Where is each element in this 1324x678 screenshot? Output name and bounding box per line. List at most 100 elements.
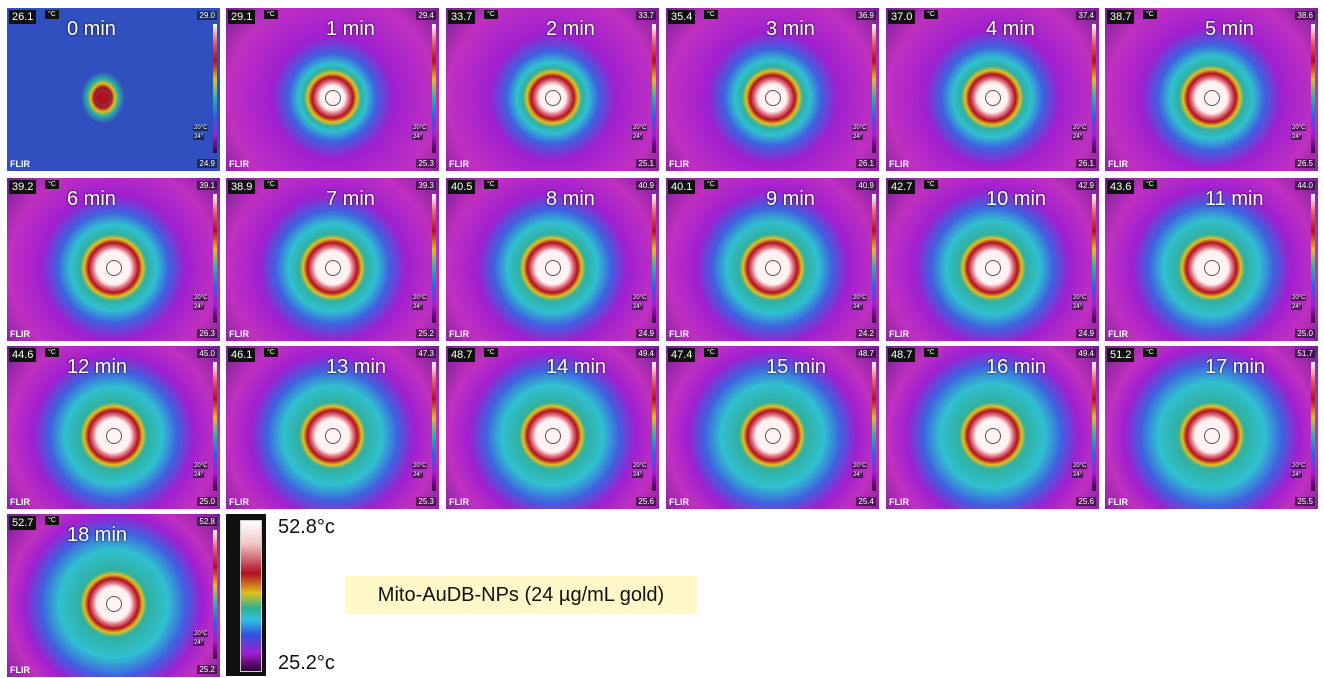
spot-temp: 42.7 <box>888 180 915 194</box>
setting: 24° <box>1291 472 1302 478</box>
spot-temp: 35.4 <box>668 10 695 24</box>
unit: °C <box>704 10 718 19</box>
scale-min: 26.3 <box>197 329 217 338</box>
mini-color-bar <box>432 24 436 153</box>
time-label: 9 min <box>766 188 815 211</box>
time-label: 13 min <box>326 356 386 379</box>
time-label: 0 min <box>67 18 116 41</box>
crosshair <box>545 260 561 276</box>
scale-min: 24.9 <box>636 329 656 338</box>
setting: 20°C <box>632 295 647 301</box>
setting: 20°C <box>852 125 867 131</box>
scale-min: 25.3 <box>416 497 436 506</box>
setting: 20°C <box>193 631 208 637</box>
scale-max: 40.9 <box>636 181 656 190</box>
time-label: 16 min <box>986 356 1046 379</box>
spot-temp: 29.1 <box>228 10 255 24</box>
mini-color-bar <box>213 530 217 659</box>
scale-max: 44.0 <box>1295 181 1315 190</box>
setting: 20°C <box>1072 125 1087 131</box>
setting: 20°C <box>412 295 427 301</box>
time-label: 7 min <box>326 188 375 211</box>
scale-max: 52.8°c <box>278 516 335 539</box>
setting: 20°C <box>1291 295 1306 301</box>
time-label: 18 min <box>67 524 127 547</box>
spot-temp: 48.7 <box>888 348 915 362</box>
brand: FLIR <box>1108 159 1128 169</box>
setting: 20°C <box>412 463 427 469</box>
setting: 20°C <box>1072 463 1087 469</box>
crosshair <box>765 260 781 276</box>
scale-max: 39.1 <box>197 181 217 190</box>
crosshair <box>106 596 122 612</box>
time-label: 1 min <box>326 18 375 41</box>
unit: °C <box>264 180 278 189</box>
scale-min: 26.1 <box>1076 159 1096 168</box>
setting: 20°C <box>1072 295 1087 301</box>
unit: °C <box>45 10 59 19</box>
unit: °C <box>45 180 59 189</box>
color-scale <box>226 514 266 676</box>
spot-temp: 33.7 <box>448 10 475 24</box>
setting: 24° <box>412 134 423 140</box>
spot-temp: 38.7 <box>1107 10 1134 24</box>
scale-max: 45.0 <box>197 349 217 358</box>
spot-temp: 47.4 <box>668 348 695 362</box>
setting: 20°C <box>1291 125 1306 131</box>
setting: 24° <box>412 304 423 310</box>
crosshair <box>325 260 341 276</box>
unit: °C <box>484 10 498 19</box>
spot-temp: 43.6 <box>1107 180 1134 194</box>
mini-color-bar <box>652 362 656 491</box>
brand: FLIR <box>10 329 30 339</box>
setting: 24° <box>852 304 863 310</box>
scale-min: 24.9 <box>1076 329 1096 338</box>
scale-max: 42.9 <box>1076 181 1096 190</box>
time-label: 4 min <box>986 18 1035 41</box>
mini-color-bar <box>432 362 436 491</box>
mini-color-bar <box>213 194 217 323</box>
scale-min: 25.2 <box>197 665 217 674</box>
unit: °C <box>484 180 498 189</box>
unit: °C <box>1143 10 1157 19</box>
spot-temp: 39.2 <box>9 180 36 194</box>
crosshair <box>545 428 561 444</box>
brand: FLIR <box>669 497 689 507</box>
time-label: 12 min <box>67 356 127 379</box>
brand: FLIR <box>669 159 689 169</box>
mini-color-bar <box>432 194 436 323</box>
crosshair <box>106 428 122 444</box>
setting: 20°C <box>632 125 647 131</box>
unit: °C <box>704 348 718 357</box>
brand: FLIR <box>10 665 30 675</box>
scale-min: 25.0 <box>1295 329 1315 338</box>
scale-min: 25.2°c <box>278 652 335 675</box>
scale-max: 48.7 <box>856 349 876 358</box>
setting: 20°C <box>1291 463 1306 469</box>
spot-temp: 52.7 <box>9 516 36 530</box>
brand: FLIR <box>889 497 909 507</box>
brand: FLIR <box>449 159 469 169</box>
time-label: 8 min <box>546 188 595 211</box>
unit: °C <box>924 10 938 19</box>
setting: 24° <box>1072 472 1083 478</box>
setting: 24° <box>632 472 643 478</box>
scale-max: 37.4 <box>1076 11 1096 20</box>
time-label: 15 min <box>766 356 826 379</box>
crosshair <box>325 90 341 106</box>
spot-temp: 48.7 <box>448 348 475 362</box>
figure: 52.8°c 25.2°c Mito-AuDB-NPs (24 µg/mL go… <box>0 0 1324 678</box>
brand: FLIR <box>229 159 249 169</box>
mini-color-bar <box>652 24 656 153</box>
setting: 24° <box>193 640 204 646</box>
mini-color-bar <box>1092 362 1096 491</box>
scale-max: 38.6 <box>1295 11 1315 20</box>
setting: 20°C <box>852 463 867 469</box>
